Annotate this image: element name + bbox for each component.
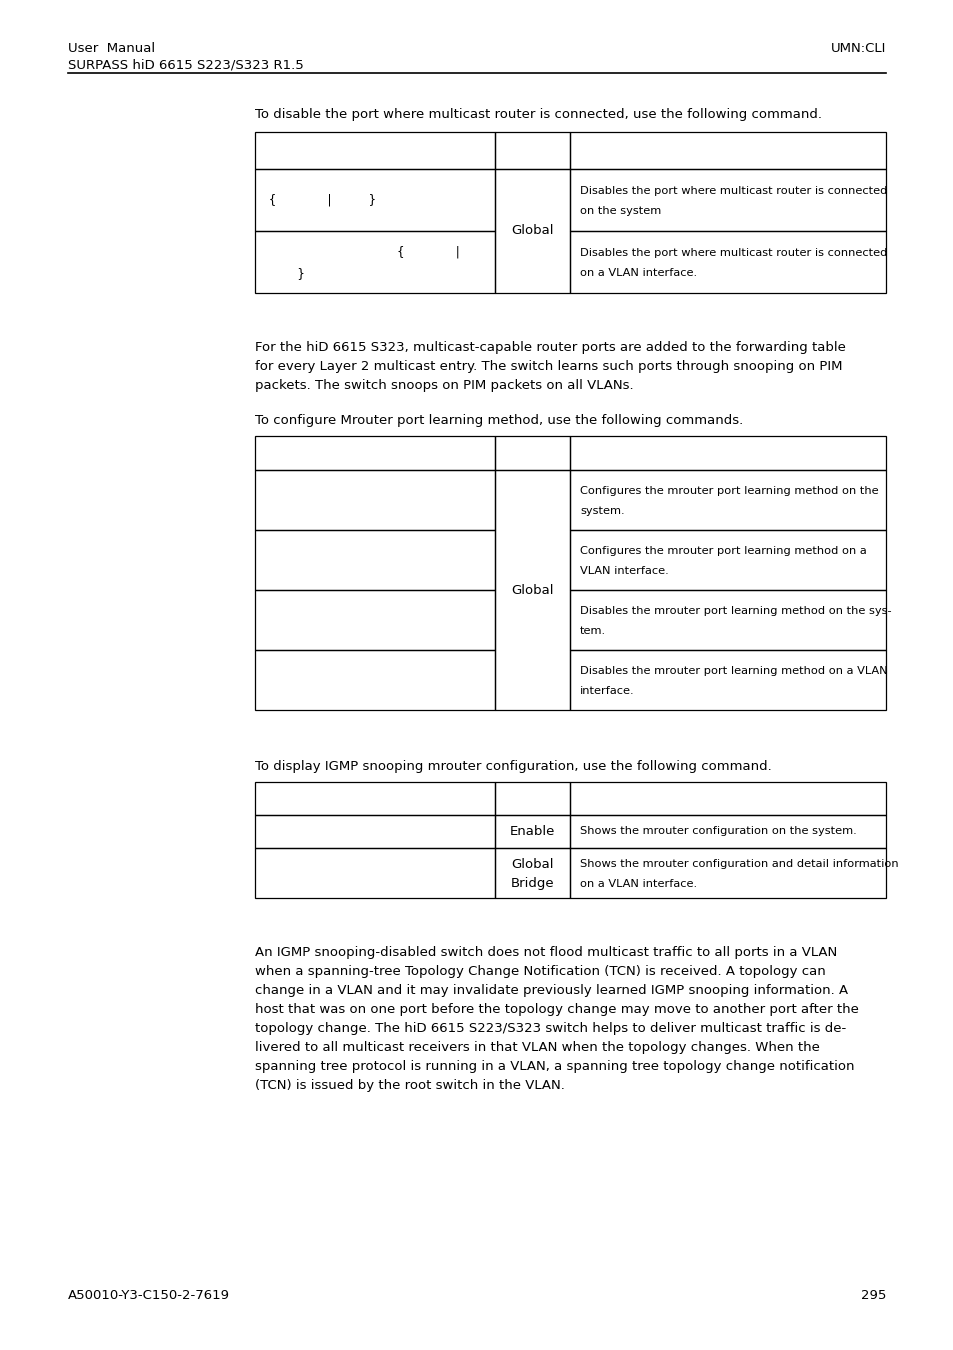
Bar xyxy=(495,782,569,815)
Bar xyxy=(254,649,495,710)
Bar xyxy=(569,782,885,815)
Text: An IGMP snooping-disabled switch does not flood multicast traffic to all ports i: An IGMP snooping-disabled switch does no… xyxy=(254,946,837,958)
Bar xyxy=(254,782,495,815)
Bar xyxy=(495,848,569,898)
Text: Configures the mrouter port learning method on the: Configures the mrouter port learning met… xyxy=(579,486,878,495)
Bar xyxy=(569,470,885,531)
Bar xyxy=(254,590,495,649)
Bar xyxy=(495,436,569,470)
Text: interface.: interface. xyxy=(579,686,634,697)
Text: packets. The switch snoops on PIM packets on all VLANs.: packets. The switch snoops on PIM packet… xyxy=(254,379,633,391)
Text: on the system: on the system xyxy=(579,207,660,216)
Text: Disables the mrouter port learning method on the sys-: Disables the mrouter port learning metho… xyxy=(579,606,891,616)
Bar xyxy=(254,470,495,531)
Bar xyxy=(254,436,495,470)
Text: Global: Global xyxy=(511,859,553,872)
Bar xyxy=(495,132,569,169)
Text: spanning tree protocol is running in a VLAN, a spanning tree topology change not: spanning tree protocol is running in a V… xyxy=(254,1060,854,1073)
Text: livered to all multicast receivers in that VLAN when the topology changes. When : livered to all multicast receivers in th… xyxy=(254,1041,819,1054)
Text: tem.: tem. xyxy=(579,626,605,636)
Text: Disables the port where multicast router is connected: Disables the port where multicast router… xyxy=(579,248,886,258)
Text: when a spanning-tree Topology Change Notification (TCN) is received. A topology : when a spanning-tree Topology Change Not… xyxy=(254,965,825,977)
Bar xyxy=(495,169,569,293)
Text: }: } xyxy=(269,267,304,281)
Bar xyxy=(569,531,885,590)
Bar xyxy=(495,470,569,710)
Text: User  Manual: User Manual xyxy=(68,42,155,55)
Text: change in a VLAN and it may invalidate previously learned IGMP snooping informat: change in a VLAN and it may invalidate p… xyxy=(254,984,847,998)
Text: system.: system. xyxy=(579,506,624,516)
Bar xyxy=(569,815,885,848)
Bar xyxy=(569,436,885,470)
Text: A50010-Y3-C150-2-7619: A50010-Y3-C150-2-7619 xyxy=(68,1289,230,1301)
Text: To configure Mrouter port learning method, use the following commands.: To configure Mrouter port learning metho… xyxy=(254,414,742,427)
Text: for every Layer 2 multicast entry. The switch learns such ports through snooping: for every Layer 2 multicast entry. The s… xyxy=(254,360,841,373)
Text: VLAN interface.: VLAN interface. xyxy=(579,566,668,576)
Bar xyxy=(254,848,495,898)
Text: Disables the mrouter port learning method on a VLAN: Disables the mrouter port learning metho… xyxy=(579,666,886,676)
Text: UMN:CLI: UMN:CLI xyxy=(830,42,885,55)
Bar xyxy=(254,132,495,169)
Text: {       |     }: { | } xyxy=(269,193,375,207)
Bar xyxy=(254,531,495,590)
Text: Disables the port where multicast router is connected: Disables the port where multicast router… xyxy=(579,186,886,196)
Text: {       |: { | xyxy=(269,246,461,258)
Bar xyxy=(254,815,495,848)
Text: To display IGMP snooping mrouter configuration, use the following command.: To display IGMP snooping mrouter configu… xyxy=(254,760,771,774)
Text: on a VLAN interface.: on a VLAN interface. xyxy=(579,269,697,278)
Text: Configures the mrouter port learning method on a: Configures the mrouter port learning met… xyxy=(579,545,866,556)
Bar xyxy=(569,649,885,710)
Bar xyxy=(495,815,569,848)
Bar xyxy=(569,132,885,169)
Text: Shows the mrouter configuration and detail information: Shows the mrouter configuration and deta… xyxy=(579,859,898,869)
Text: 295: 295 xyxy=(860,1289,885,1301)
Bar xyxy=(254,231,495,293)
Text: (TCN) is issued by the root switch in the VLAN.: (TCN) is issued by the root switch in th… xyxy=(254,1079,564,1092)
Text: Global: Global xyxy=(511,583,553,597)
Text: Bridge: Bridge xyxy=(510,876,554,890)
Text: on a VLAN interface.: on a VLAN interface. xyxy=(579,879,697,890)
Bar xyxy=(569,231,885,293)
Bar xyxy=(569,848,885,898)
Text: Enable: Enable xyxy=(509,825,555,838)
Text: For the hiD 6615 S323, multicast-capable router ports are added to the forwardin: For the hiD 6615 S323, multicast-capable… xyxy=(254,342,845,354)
Text: To disable the port where multicast router is connected, use the following comma: To disable the port where multicast rout… xyxy=(254,108,821,122)
Text: Shows the mrouter configuration on the system.: Shows the mrouter configuration on the s… xyxy=(579,826,856,837)
Text: SURPASS hiD 6615 S223/S323 R1.5: SURPASS hiD 6615 S223/S323 R1.5 xyxy=(68,59,303,72)
Bar xyxy=(569,590,885,649)
Text: Global: Global xyxy=(511,224,553,238)
Bar xyxy=(254,169,495,231)
Text: topology change. The hiD 6615 S223/S323 switch helps to deliver multicast traffi: topology change. The hiD 6615 S223/S323 … xyxy=(254,1022,845,1035)
Text: host that was on one port before the topology change may move to another port af: host that was on one port before the top… xyxy=(254,1003,858,1017)
Bar xyxy=(569,169,885,231)
